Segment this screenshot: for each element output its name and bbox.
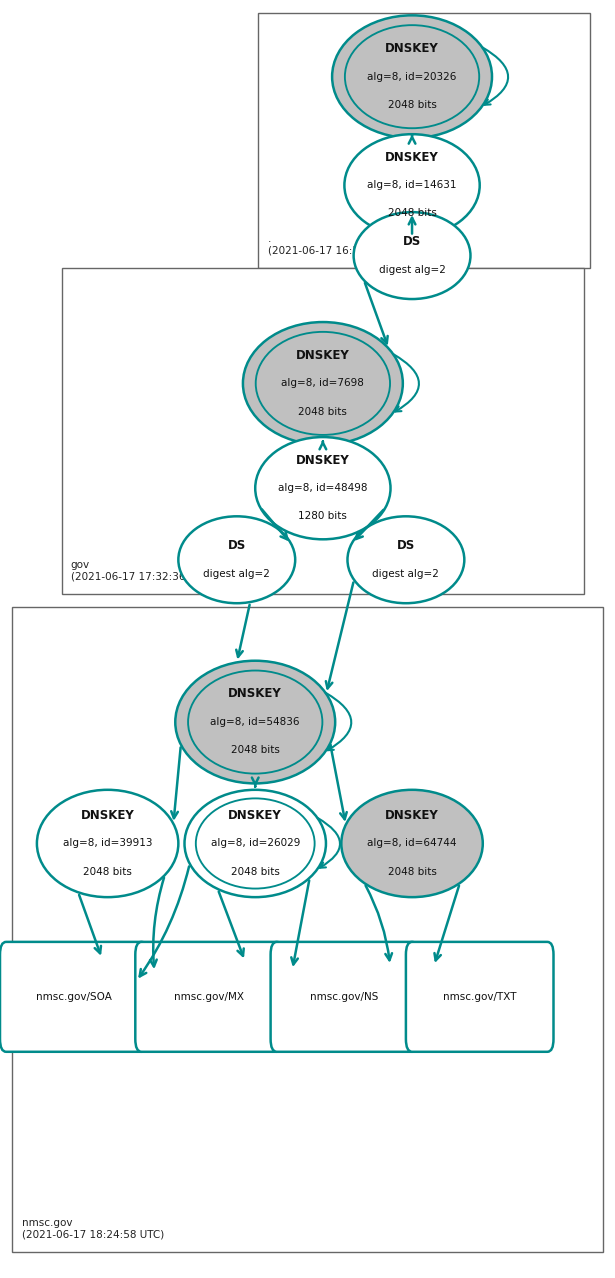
Text: DNSKEY: DNSKEY — [296, 454, 350, 466]
Text: 2048 bits: 2048 bits — [83, 866, 132, 877]
Text: nmsc.gov/NS: nmsc.gov/NS — [310, 992, 379, 1002]
Text: DS: DS — [403, 235, 421, 248]
Text: alg=8, id=39913: alg=8, id=39913 — [63, 838, 153, 849]
Text: DNSKEY: DNSKEY — [228, 809, 282, 822]
Text: digest alg=2: digest alg=2 — [379, 265, 445, 275]
Text: DS: DS — [228, 539, 246, 552]
Ellipse shape — [178, 516, 295, 603]
Text: alg=8, id=26029: alg=8, id=26029 — [210, 838, 300, 849]
Text: .
(2021-06-17 16:50:24 UTC): . (2021-06-17 16:50:24 UTC) — [268, 234, 410, 256]
Text: alg=8, id=20326: alg=8, id=20326 — [367, 72, 457, 82]
Text: DNSKEY: DNSKEY — [228, 688, 282, 700]
Text: 2048 bits: 2048 bits — [387, 100, 437, 110]
Text: 2048 bits: 2048 bits — [387, 866, 437, 877]
Ellipse shape — [175, 661, 335, 783]
Text: DNSKEY: DNSKEY — [296, 349, 350, 362]
Text: 2048 bits: 2048 bits — [231, 745, 280, 755]
FancyBboxPatch shape — [406, 942, 554, 1052]
Text: alg=8, id=48498: alg=8, id=48498 — [278, 483, 368, 493]
Text: digest alg=2: digest alg=2 — [204, 569, 270, 579]
Text: alg=8, id=14631: alg=8, id=14631 — [367, 180, 457, 190]
Ellipse shape — [347, 516, 464, 603]
Text: alg=8, id=64744: alg=8, id=64744 — [367, 838, 457, 849]
Text: DNSKEY: DNSKEY — [81, 809, 135, 822]
Text: nmsc.gov
(2021-06-17 18:24:58 UTC): nmsc.gov (2021-06-17 18:24:58 UTC) — [22, 1218, 164, 1240]
Text: DS: DS — [397, 539, 415, 552]
Ellipse shape — [184, 790, 326, 897]
Text: nmsc.gov/MX: nmsc.gov/MX — [174, 992, 244, 1002]
Text: gov
(2021-06-17 17:32:36 UTC): gov (2021-06-17 17:32:36 UTC) — [71, 560, 213, 581]
Text: nmsc.gov/TXT: nmsc.gov/TXT — [443, 992, 517, 1002]
Text: digest alg=2: digest alg=2 — [373, 569, 439, 579]
FancyBboxPatch shape — [0, 942, 148, 1052]
FancyBboxPatch shape — [135, 942, 283, 1052]
Text: 2048 bits: 2048 bits — [231, 866, 280, 877]
Text: 1280 bits: 1280 bits — [298, 511, 347, 521]
Ellipse shape — [37, 790, 178, 897]
Ellipse shape — [341, 790, 483, 897]
Text: DNSKEY: DNSKEY — [385, 151, 439, 164]
Text: nmsc.gov/SOA: nmsc.gov/SOA — [36, 992, 112, 1002]
Text: 2048 bits: 2048 bits — [387, 208, 437, 219]
Text: DNSKEY: DNSKEY — [385, 809, 439, 822]
FancyBboxPatch shape — [62, 268, 584, 594]
Ellipse shape — [243, 322, 403, 445]
Ellipse shape — [354, 212, 470, 299]
Text: alg=8, id=54836: alg=8, id=54836 — [210, 717, 300, 727]
Ellipse shape — [255, 437, 391, 539]
Text: DNSKEY: DNSKEY — [385, 42, 439, 55]
FancyBboxPatch shape — [258, 13, 590, 268]
Text: alg=8, id=7698: alg=8, id=7698 — [282, 378, 364, 389]
Ellipse shape — [344, 134, 480, 236]
Ellipse shape — [332, 15, 492, 138]
FancyBboxPatch shape — [12, 607, 603, 1252]
Text: 2048 bits: 2048 bits — [298, 406, 347, 417]
FancyBboxPatch shape — [271, 942, 418, 1052]
